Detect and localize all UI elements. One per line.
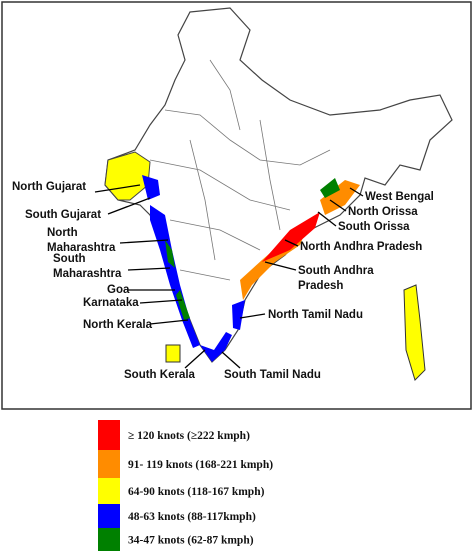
region-label: North Orissa: [348, 206, 418, 218]
legend-swatch: [98, 478, 120, 504]
region-label: Goa: [107, 284, 130, 296]
legend-swatch: [98, 450, 120, 478]
region-label: North Kerala: [83, 319, 153, 331]
region-label: North: [47, 227, 78, 239]
region-label: Maharashtra: [53, 268, 122, 280]
map-frame: [1, 1, 472, 410]
region-label: South Andhra: [298, 265, 374, 277]
region-label: South: [53, 253, 86, 265]
region-label: South Kerala: [124, 369, 196, 381]
legend-swatch: [98, 420, 120, 450]
region-label: South Tamil Nadu: [224, 369, 321, 381]
legend-label: 64-90 knots (118-167 kmph): [128, 486, 265, 498]
leader-lines: [94, 184, 364, 369]
region-label: North Gujarat: [12, 181, 86, 193]
legend-swatch: [98, 528, 120, 551]
region-label: West Bengal: [365, 191, 434, 203]
region-label: South Gujarat: [25, 209, 101, 221]
region-label: Pradesh: [298, 280, 343, 292]
legend-label: 34-47 knots (62-87 kmph): [128, 535, 254, 547]
region-label: Karnataka: [83, 297, 139, 309]
legend-label: 48-63 knots (88-117kmph): [128, 511, 256, 523]
region-label: North Tamil Nadu: [268, 309, 363, 321]
region-label: North Andhra Pradesh: [300, 241, 422, 253]
legend-label: 91- 119 knots (168-221 kmph): [128, 459, 273, 471]
region-label: Maharashtra: [47, 242, 116, 254]
legend-label: ≥ 120 knots (≥222 kmph): [128, 430, 250, 442]
region-label: South Orissa: [338, 221, 410, 233]
legend-swatch: [98, 504, 120, 528]
